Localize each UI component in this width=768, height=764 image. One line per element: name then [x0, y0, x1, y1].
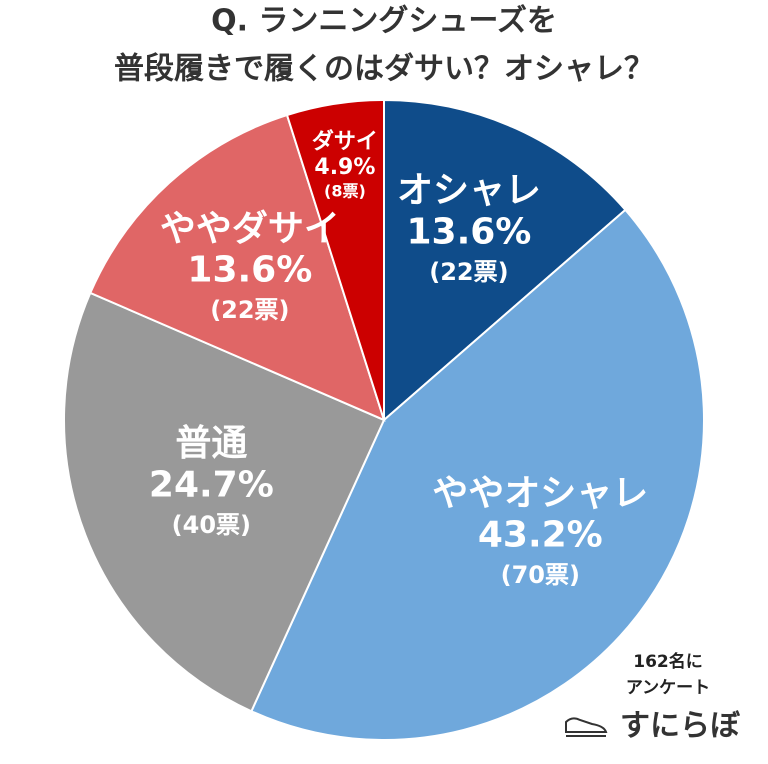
chart-title: Q. ランニングシューズを: [211, 4, 557, 39]
pie-slice: [250, 208, 705, 741]
pie-slice: [383, 98, 627, 423]
value-label: 13.6%: [187, 250, 312, 291]
note: アンケート: [626, 678, 710, 698]
value-label: 24.7%: [149, 464, 274, 505]
value-label: 13.6%: [406, 211, 531, 252]
count-label: (22票): [429, 258, 508, 286]
value-label: 4.9%: [314, 155, 375, 180]
count-label: (22票): [210, 296, 289, 324]
pie: [63, 98, 705, 741]
count-label: (8票): [324, 182, 366, 201]
shoe-icon: [565, 717, 608, 737]
value-label: 43.2%: [478, 515, 603, 556]
slice-name: オシャレ: [397, 170, 541, 211]
count-label: (70票): [501, 561, 580, 589]
slice-name: ダサイ: [312, 129, 378, 155]
labels: オシャレ13.6%(22票)ややオシャレ43.2%(70票)普通24.7%(40…: [149, 129, 648, 589]
brand: すにらぼ: [620, 709, 741, 744]
slice-name: ややダサイ: [160, 208, 340, 249]
slice-name: 普通: [175, 423, 247, 464]
pie-slice: [285, 98, 385, 421]
note: 162名に: [633, 651, 703, 672]
chart-title: 普段履きで履くのはダサい？オシャレ？: [114, 52, 654, 87]
pie-slice: [63, 291, 386, 713]
count-label: (40票): [172, 511, 251, 539]
slice-name: ややオシャレ: [432, 473, 648, 514]
